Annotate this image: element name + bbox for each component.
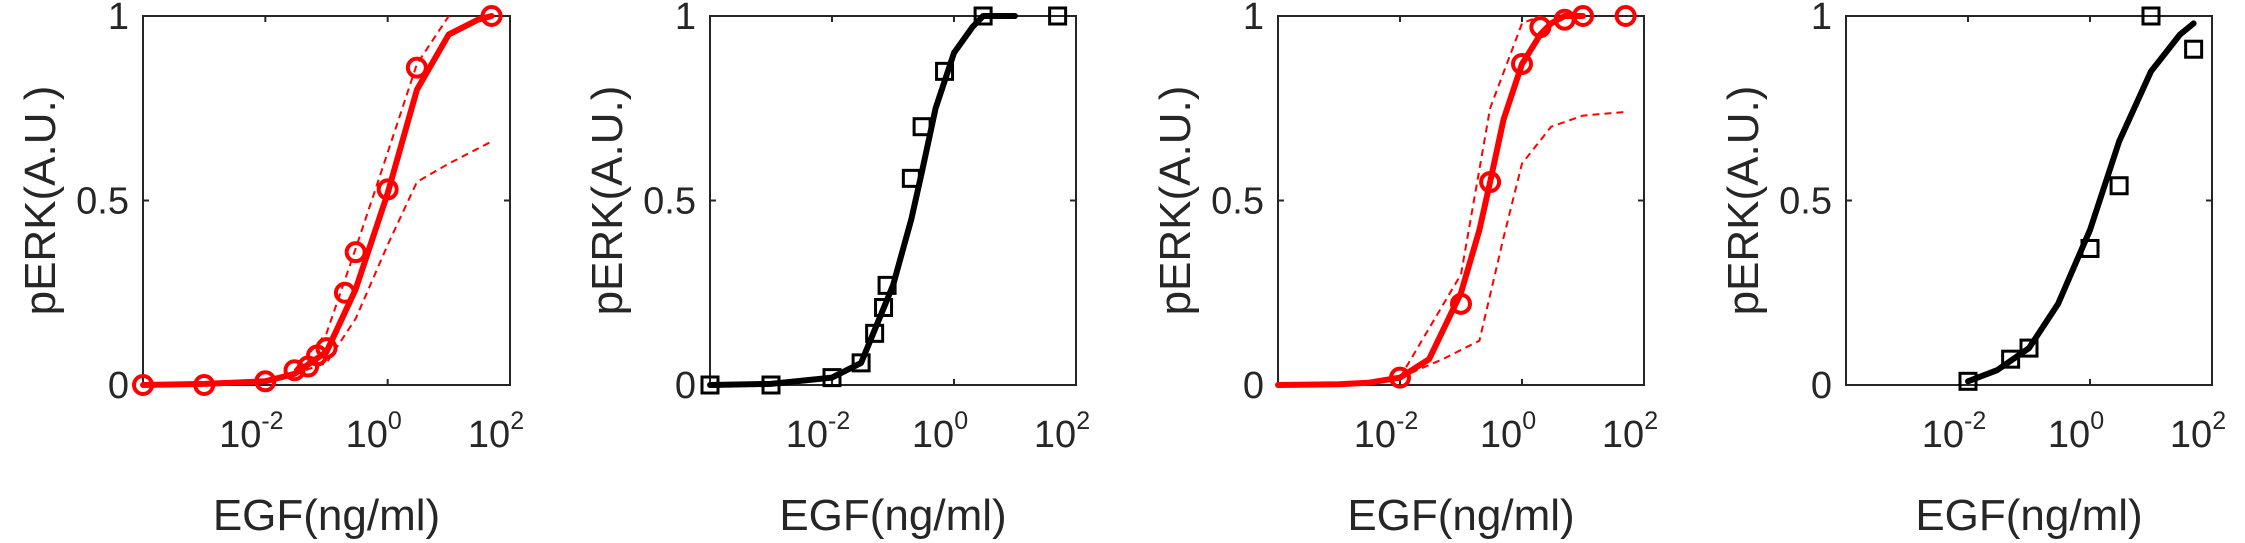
axes-box: [1845, 15, 2213, 386]
x-tick-label: 100: [346, 407, 402, 456]
y-tick-label: 1: [1243, 0, 1264, 38]
x-tick-label: 102: [1602, 407, 1658, 456]
x-tick-label: 102: [468, 407, 524, 456]
data-point: [2080, 238, 2100, 258]
data-point: [874, 298, 894, 318]
data-point: [851, 353, 871, 373]
chart-panel-4: 0 0.5 1 10-2 100 102 EGF(ng/ml) pERK(A.U.): [1719, 0, 2226, 540]
y-tick-label: 1: [1811, 0, 1832, 38]
x-tick-label: 100: [2048, 407, 2104, 456]
data-point: [344, 241, 367, 264]
data-point: [1450, 292, 1472, 315]
axes-box: [142, 15, 511, 386]
data-point: [405, 56, 428, 79]
data-point: [2019, 338, 2039, 358]
data-point: [315, 337, 338, 360]
data-point: [333, 281, 356, 304]
y-axis-label: pERK(A.U.): [16, 86, 65, 316]
data-point: [2001, 349, 2021, 369]
y-tick-label: 0: [108, 365, 129, 407]
x-tick-label: 102: [1034, 407, 1090, 456]
y-tick-label: 0: [1243, 365, 1264, 407]
fit-curve: [140, 13, 495, 388]
x-tick-label: 10-2: [219, 407, 284, 456]
data-point: [1529, 16, 1552, 39]
x-axis-label: EGF(ng/ml): [1347, 491, 1574, 540]
axes-box: [1277, 15, 1645, 386]
data-point: [2141, 6, 2161, 26]
y-tick-label: 1: [108, 0, 129, 38]
x-tick-label: 100: [912, 407, 968, 456]
y-tick-label: 0.5: [1779, 181, 1832, 223]
data-point: [1572, 5, 1594, 27]
x-tick-label: 10-2: [786, 407, 851, 456]
data-point: [1958, 371, 1978, 391]
y-tick-label: 0.5: [76, 181, 129, 223]
x-axis-label: EGF(ng/ml): [213, 491, 440, 540]
x-axis-label: EGF(ng/ml): [1915, 491, 2142, 540]
data-point: [1511, 52, 1533, 75]
data-point: [973, 6, 993, 26]
fit-curve: [1275, 13, 1586, 388]
axes-box: [709, 15, 1077, 386]
data-point: [2184, 39, 2204, 59]
x-tick-label: 100: [1480, 407, 1536, 456]
band-upper-line: [1399, 15, 1541, 379]
y-axis-label: pERK(A.U.): [1151, 86, 1200, 316]
chart-panel-2: 0 0.5 1 10-2 100 102 EGF(ng/ml) pERK(A.U.): [583, 0, 1090, 540]
x-tick-label: 10-2: [1922, 407, 1987, 456]
data-point: [1614, 5, 1637, 27]
data-point: [877, 275, 897, 295]
data-point: [2109, 176, 2129, 196]
data-point: [700, 375, 720, 395]
fit-curve: [707, 13, 1018, 388]
fit-curve: [1965, 20, 2197, 385]
chart-panel-3: 0 0.5 1 10-2 100 102 EGF(ng/ml) pERK(A.U.): [1151, 0, 1658, 540]
data-point: [912, 117, 932, 137]
band-lower-line: [1399, 110, 1626, 379]
data-point: [1479, 171, 1502, 194]
x-tick-label: 10-2: [1354, 407, 1419, 456]
data-point: [901, 168, 921, 188]
data-point: [376, 178, 399, 201]
chart-panel-1: 0 0.5 1 10-2 100 102 EGF(ng/ml) pERK(A.U.): [16, 0, 524, 540]
y-tick-label: 0: [1811, 365, 1832, 407]
data-point: [822, 368, 842, 388]
data-point: [761, 375, 781, 395]
data-point: [1048, 6, 1068, 26]
x-tick-label: 102: [2170, 407, 2226, 456]
y-tick-label: 0.5: [643, 181, 696, 223]
data-point: [1389, 366, 1411, 389]
data-point: [132, 374, 154, 396]
y-tick-label: 0: [675, 365, 696, 407]
y-tick-label: 1: [675, 0, 696, 38]
data-point: [480, 5, 503, 27]
data-point: [283, 359, 306, 382]
data-point: [935, 61, 955, 81]
y-tick-label: 0.5: [1211, 181, 1264, 223]
data-point: [193, 374, 216, 396]
y-axis-label: pERK(A.U.): [1719, 86, 1768, 316]
data-point: [254, 370, 277, 393]
data-point: [865, 323, 885, 343]
y-axis-label: pERK(A.U.): [583, 86, 632, 316]
x-axis-label: EGF(ng/ml): [779, 491, 1006, 540]
